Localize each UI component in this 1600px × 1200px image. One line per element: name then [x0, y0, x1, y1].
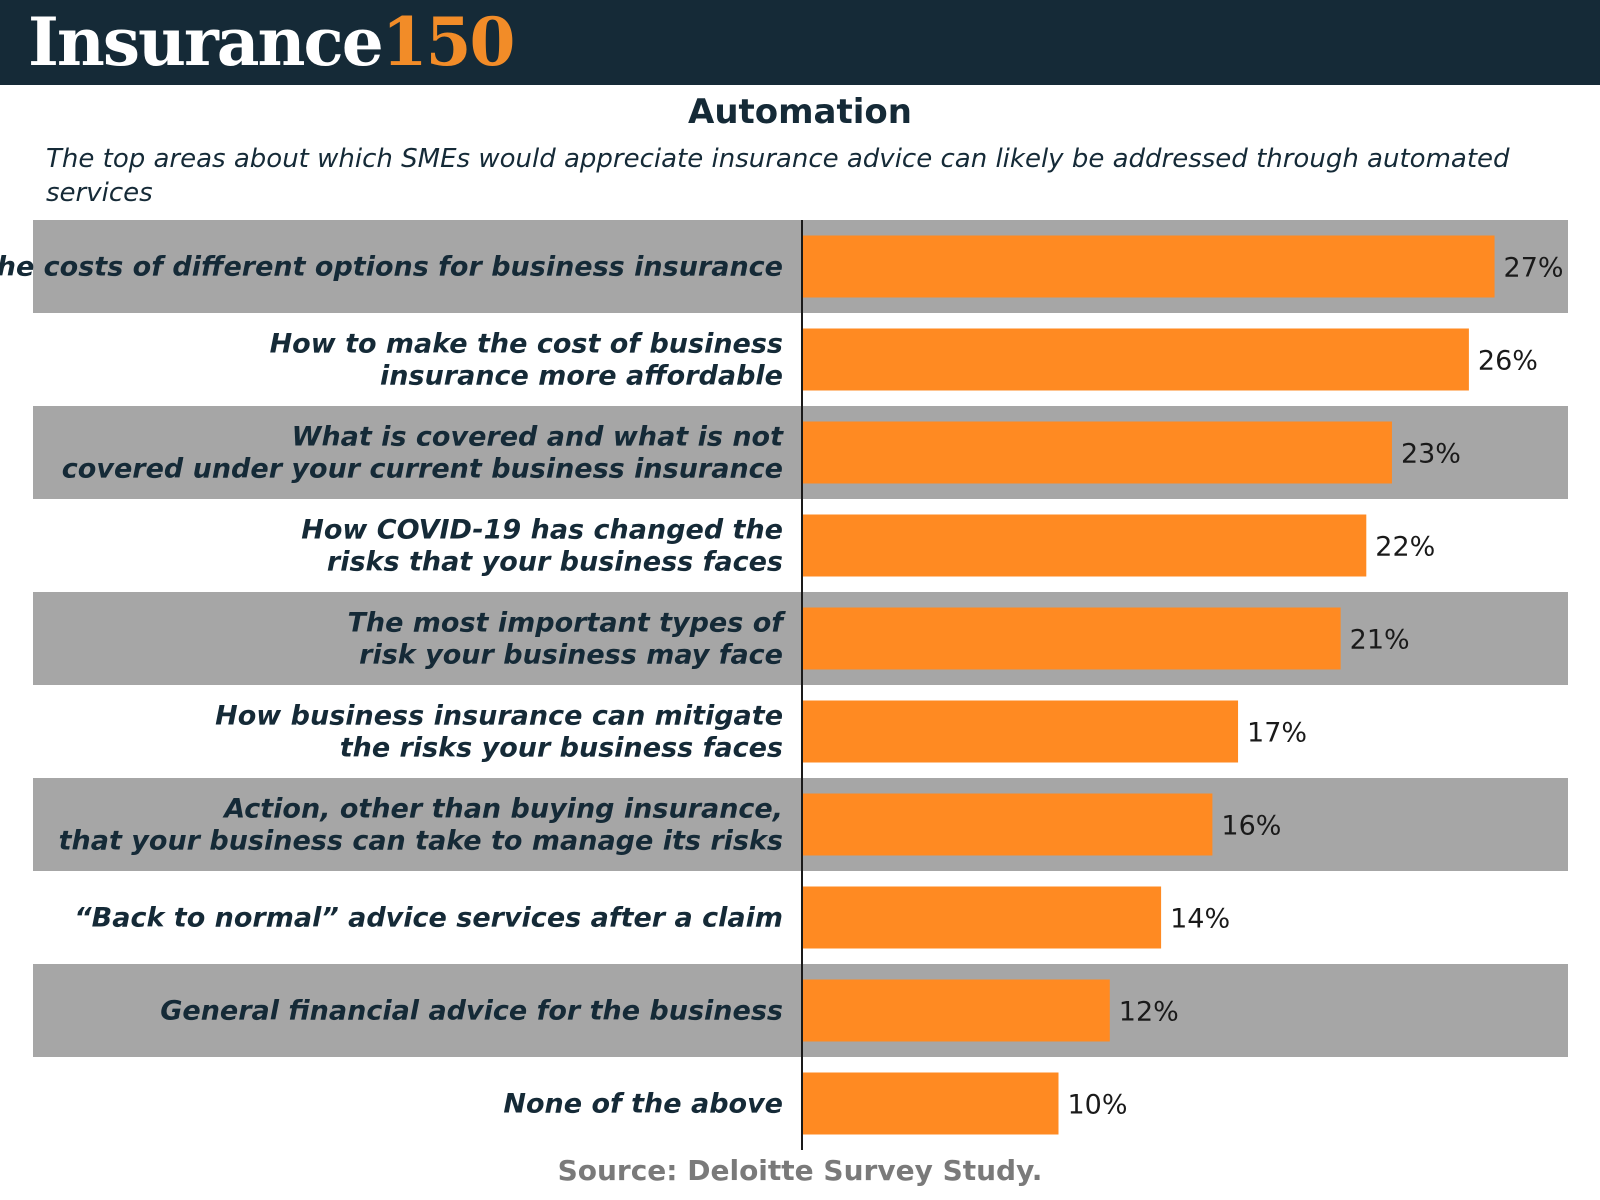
- value-label: 14%: [1170, 904, 1230, 935]
- category-label: General financial advice for the busines…: [160, 996, 783, 1027]
- value-label: 26%: [1478, 346, 1538, 377]
- category-label: Action, other than buying insurance, that…: [59, 794, 783, 857]
- bar: [802, 793, 1213, 856]
- bar: [802, 514, 1367, 577]
- category-label: The costs of different options for busin…: [0, 252, 783, 283]
- bar: [802, 700, 1239, 763]
- value-label: 10%: [1068, 1090, 1128, 1121]
- category-label: How business insurance can mitigate the r…: [215, 701, 783, 764]
- bar: [802, 979, 1110, 1042]
- value-label: 22%: [1375, 532, 1435, 563]
- value-label: 23%: [1401, 439, 1461, 470]
- category-label: None of the above: [503, 1089, 783, 1120]
- brand-text: Insurance: [28, 3, 384, 81]
- chart-title: Automation: [688, 92, 912, 132]
- category-label: How COVID-19 has changed the risks that y…: [301, 515, 783, 578]
- category-label: What is covered and what is not covered u…: [62, 422, 784, 485]
- value-label: 21%: [1350, 625, 1410, 656]
- bar: [802, 607, 1341, 670]
- category-label: How to make the cost of business insuranc…: [270, 329, 783, 392]
- brand-logo: Insurance150: [28, 2, 516, 82]
- category-label: The most important types of risk your bus…: [347, 608, 786, 671]
- header-bar: Insurance150: [0, 0, 1600, 85]
- bar: [802, 235, 1495, 298]
- brand-number: 150: [381, 3, 516, 81]
- row-band: [33, 964, 1568, 1057]
- bar: [802, 886, 1162, 949]
- category-label: “Back to normal” advice services after a…: [74, 903, 783, 934]
- bar: [802, 328, 1469, 391]
- source-note: Source: Deloitte Survey Study.: [557, 1154, 1043, 1187]
- row-band: [33, 778, 1568, 871]
- bar: [802, 1072, 1059, 1135]
- value-label: 27%: [1504, 253, 1564, 284]
- value-label: 16%: [1221, 811, 1281, 842]
- value-label: 12%: [1119, 997, 1179, 1028]
- bar: [802, 421, 1392, 484]
- chart-subtitle: The top areas about which SMEs would app…: [46, 144, 1510, 208]
- value-label: 17%: [1247, 718, 1307, 749]
